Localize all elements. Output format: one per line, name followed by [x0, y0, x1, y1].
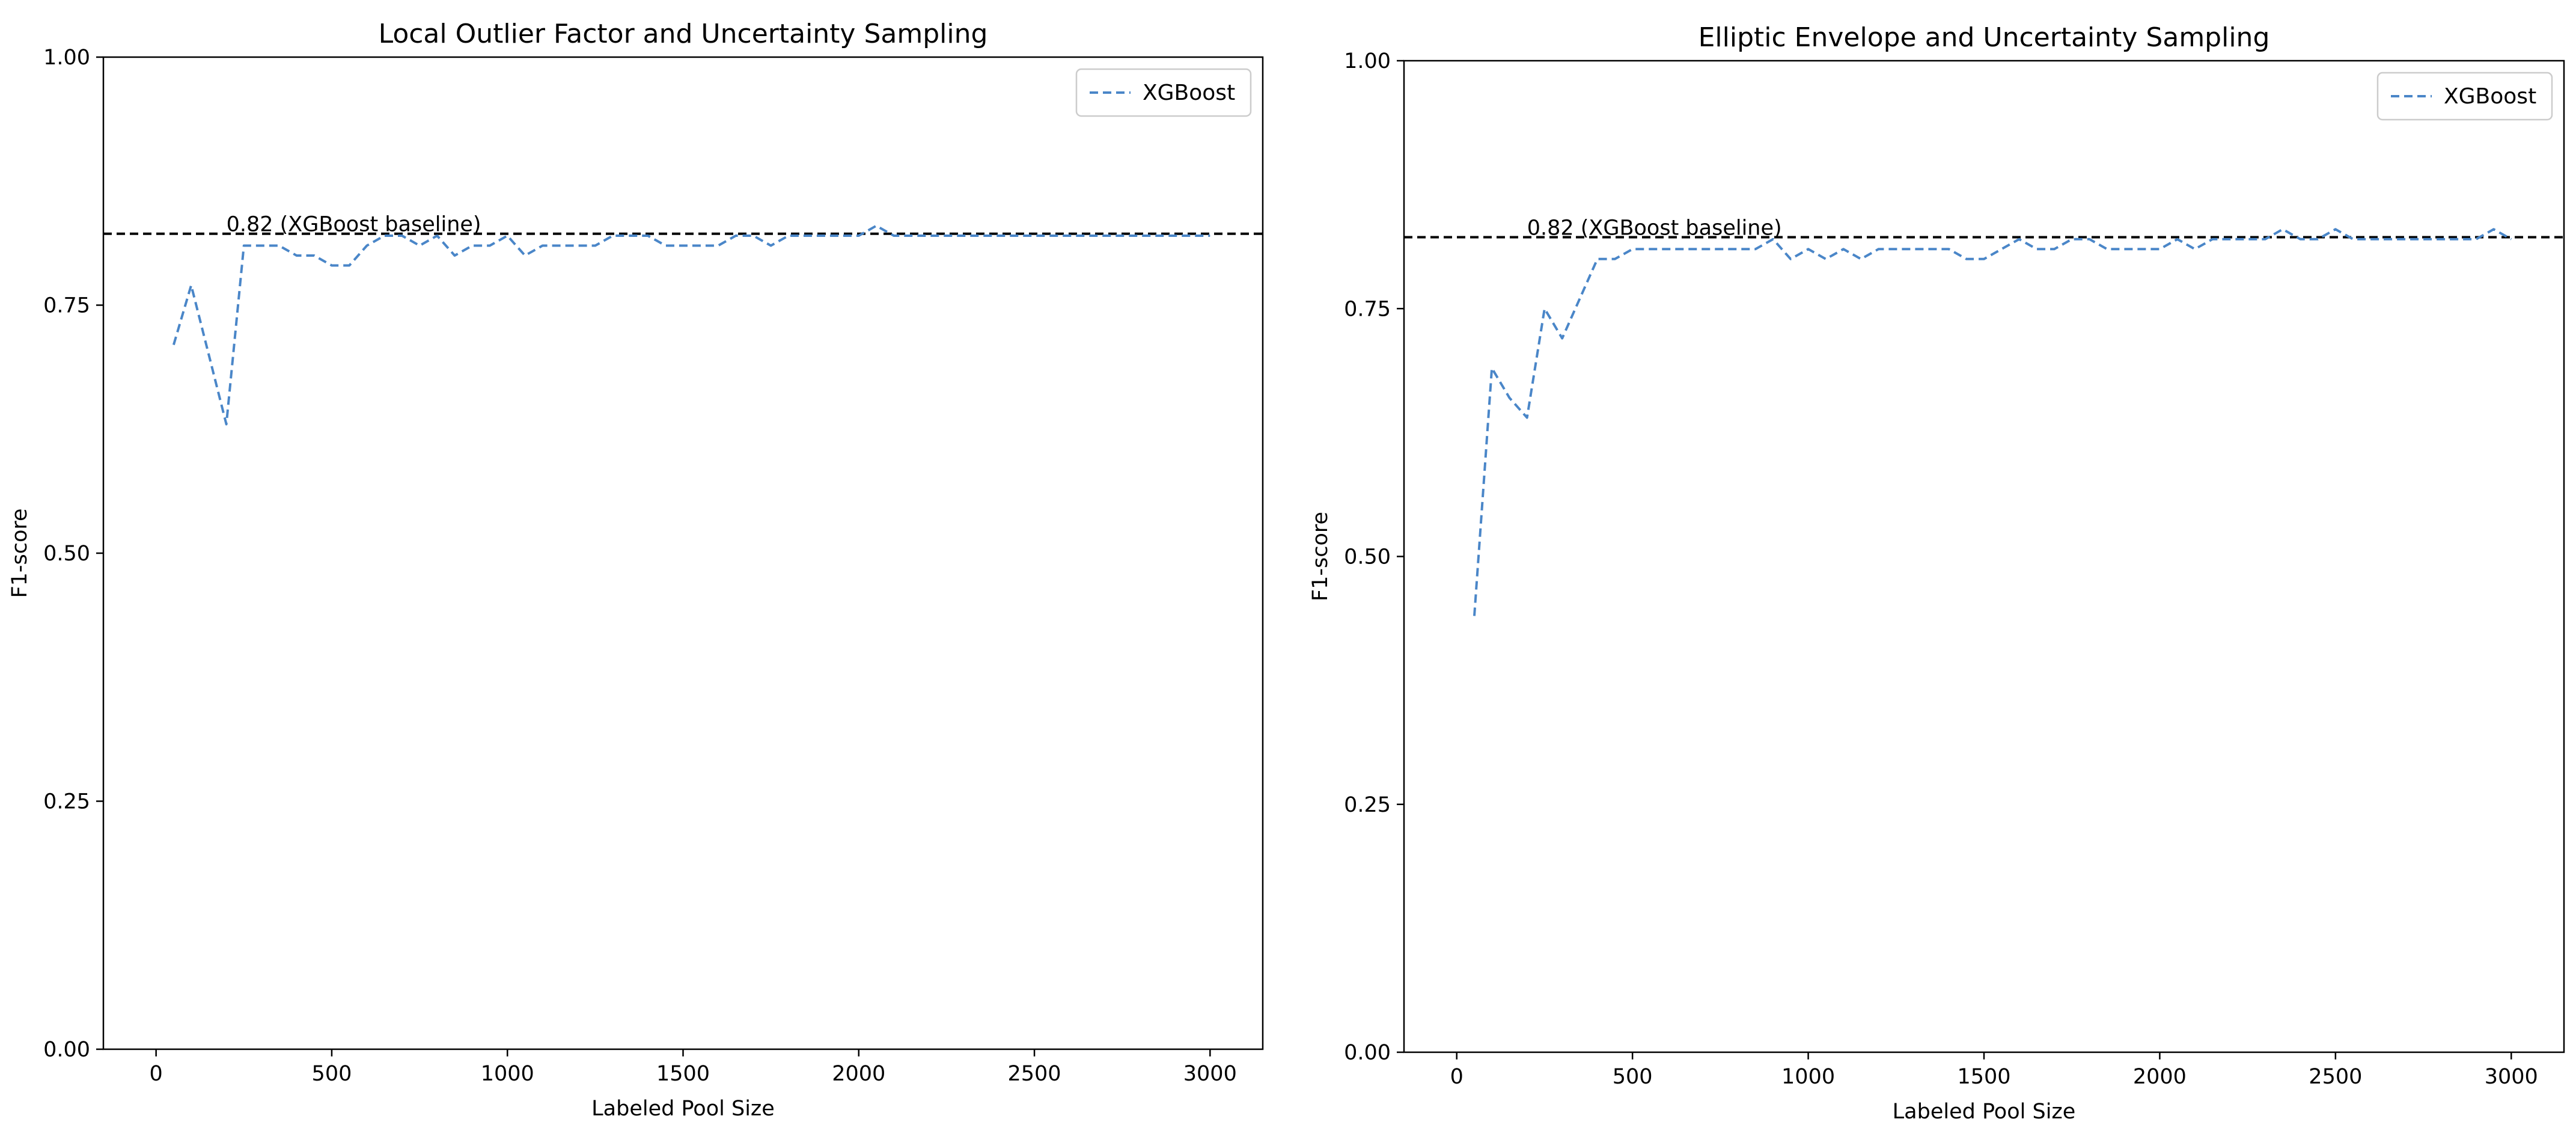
y-tick-label: 1.00: [43, 46, 90, 70]
x-tick-label: 1000: [481, 1062, 534, 1086]
chart-title: Elliptic Envelope and Uncertainty Sampli…: [1699, 22, 2270, 53]
y-axis-label: F1-score: [8, 508, 32, 598]
axes-frame: [102, 56, 1264, 1050]
y-tick-label: 0.75: [1344, 297, 1391, 321]
x-axis-label: Labeled Pool Size: [591, 1097, 775, 1121]
legend: XGBoost: [2376, 72, 2553, 121]
legend-label: XGBoost: [1143, 81, 1235, 105]
x-tick-label: 500: [1613, 1065, 1653, 1089]
chart-title: Local Outlier Factor and Uncertainty Sam…: [379, 19, 988, 49]
x-tick-label: 1500: [1957, 1065, 2010, 1089]
x-tick-label: 500: [312, 1062, 352, 1086]
axes-frame: [1403, 60, 2565, 1053]
x-tick-label: 0: [150, 1062, 163, 1086]
y-tick-label: 0.00: [1344, 1041, 1391, 1065]
x-tick-label: 2500: [1008, 1062, 1061, 1086]
y-tick-label: 0.50: [1344, 545, 1391, 569]
x-tick-label: 1500: [656, 1062, 710, 1086]
y-tick-label: 0.50: [43, 542, 90, 566]
y-tick-label: 0.75: [43, 294, 90, 318]
legend-box: [1075, 68, 1252, 117]
y-axis-label: F1-score: [1308, 512, 1332, 601]
legend-label: XGBoost: [2444, 84, 2536, 109]
legend-box: [2376, 72, 2553, 121]
x-tick-label: 2500: [2309, 1065, 2362, 1089]
x-tick-label: 3000: [2485, 1065, 2538, 1089]
y-tick-label: 0.25: [43, 790, 90, 814]
series-line-1: [1473, 228, 2512, 616]
x-tick-label: 0: [1450, 1065, 1463, 1089]
y-tick-label: 0.25: [1344, 793, 1391, 817]
y-tick-label: 0.00: [43, 1038, 90, 1062]
baseline-label: 0.82 (XGBoost baseline): [1527, 216, 1782, 241]
chart-panel-1: Local Outlier Factor and Uncertainty Sam…: [8, 19, 1264, 1121]
x-tick-label: 2000: [832, 1062, 885, 1086]
y-tick-label: 1.00: [1344, 49, 1391, 73]
series-line-1: [172, 224, 1210, 426]
baseline-label: 0.82 (XGBoost baseline): [227, 213, 481, 237]
x-axis-label: Labeled Pool Size: [1893, 1100, 2076, 1124]
x-tick-label: 1000: [1781, 1065, 1835, 1089]
x-tick-label: 3000: [1183, 1062, 1237, 1086]
legend: XGBoost: [1075, 68, 1252, 117]
chart-panel-2: Elliptic Envelope and Uncertainty Sampli…: [1308, 22, 2565, 1124]
x-tick-label: 2000: [2133, 1065, 2187, 1089]
